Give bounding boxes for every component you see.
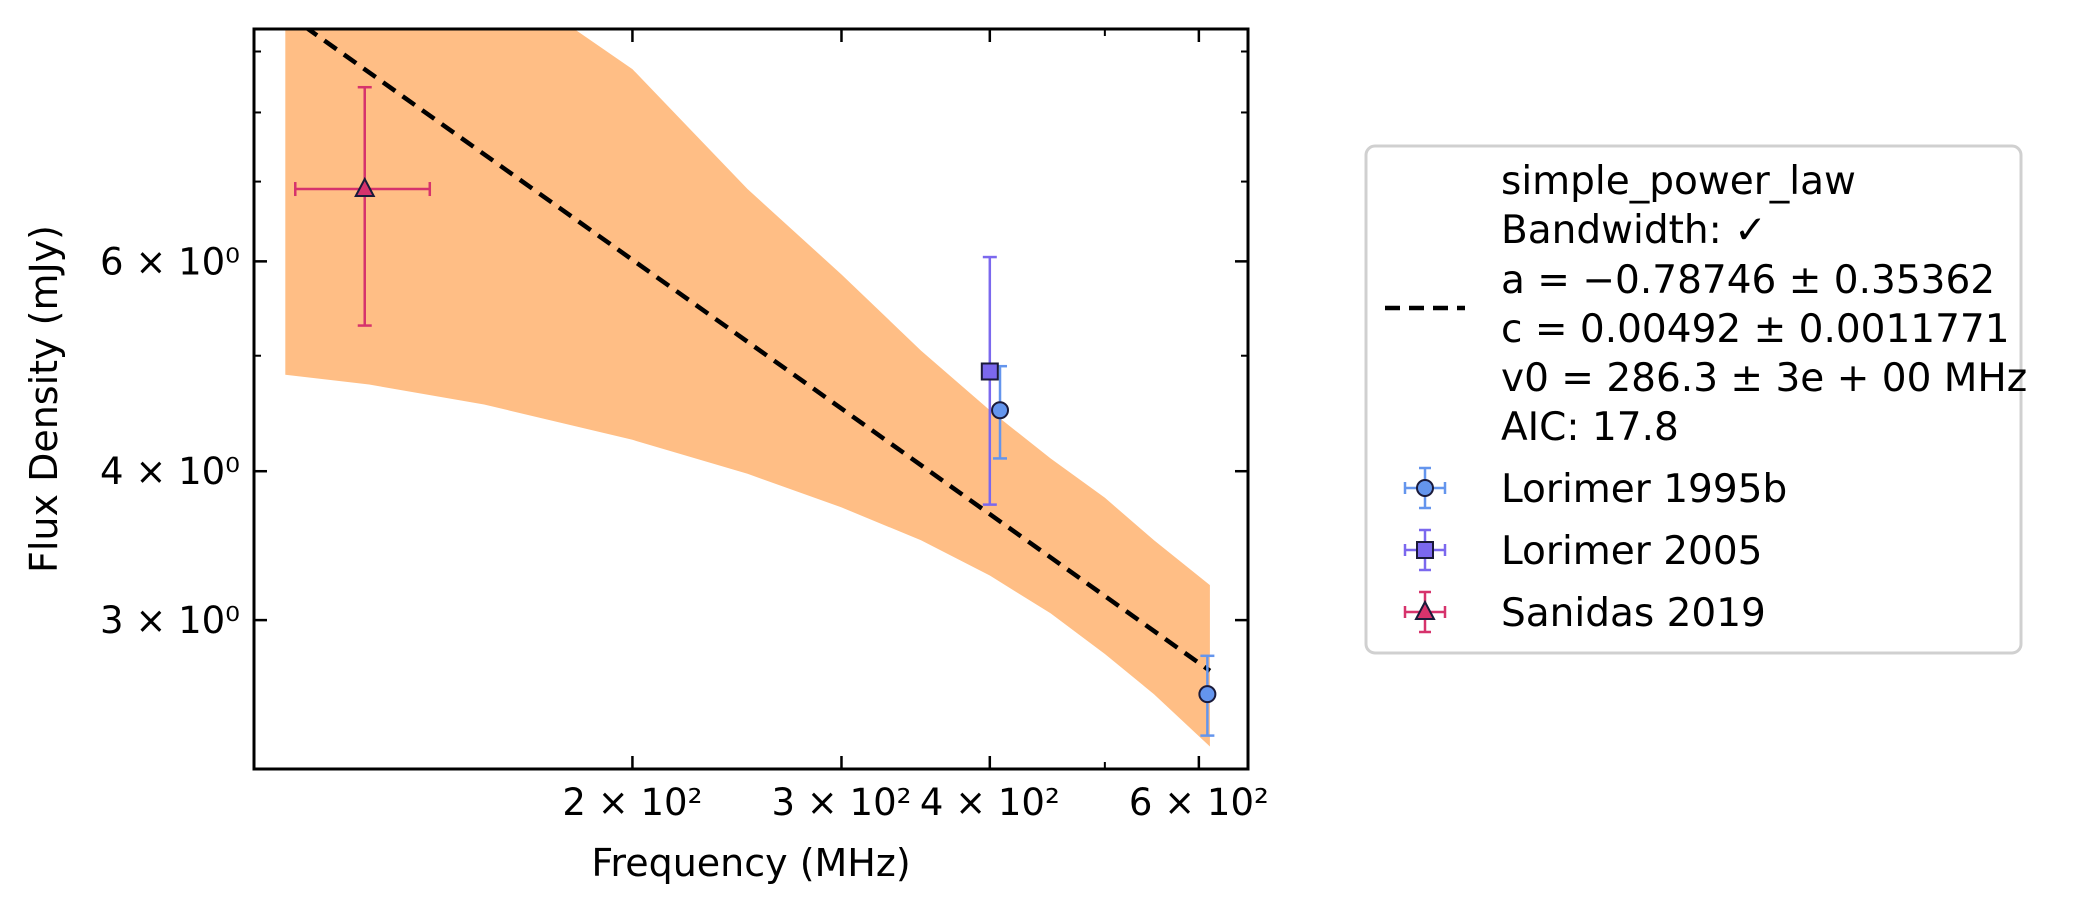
legend-marker xyxy=(1416,479,1434,497)
axis-ticks: 2 × 10² 3 × 10² 4 × 10² 6 × 10² 3 × 10⁰ 4 × 1… xyxy=(100,29,1269,824)
series-group xyxy=(991,364,1217,737)
legend-marker xyxy=(1414,599,1436,620)
data-point xyxy=(980,362,999,381)
x-tick-label: 2 × 10² xyxy=(562,781,702,824)
legend-series-entries: Lorimer 1995b Lorimer 2005 Sanidas 2019 xyxy=(1403,466,1787,636)
y-tick-label: 4 × 10⁰ xyxy=(100,450,240,493)
data-points xyxy=(294,85,1217,737)
fit-uncertainty-band xyxy=(285,29,1210,747)
legend-series-label: Lorimer 1995b xyxy=(1501,467,1787,512)
y-tick-label: 3 × 10⁰ xyxy=(100,599,240,642)
data-point xyxy=(991,401,1010,420)
legend-series-entry: Lorimer 2005 xyxy=(1403,528,1762,574)
legend-param-c: c = 0.00492 ± 0.0011771 xyxy=(1501,307,2010,352)
legend-model-name: simple_power_law xyxy=(1501,159,1856,204)
legend: simple_power_law Bandwidth: ✓ a = −0.787… xyxy=(1364,144,2027,655)
legend-param-a: a = −0.78746 ± 0.35362 xyxy=(1501,258,1995,303)
series-group xyxy=(980,255,999,506)
legend-series-entry: Sanidas 2019 xyxy=(1403,590,1766,636)
legend-aic: AIC: 17.8 xyxy=(1501,405,1679,450)
legend-marker xyxy=(1416,541,1434,559)
legend-series-label: Lorimer 2005 xyxy=(1501,529,1762,574)
data-point xyxy=(354,176,376,198)
y-axis-title: Flux Density (mJy) xyxy=(22,225,66,573)
legend-param-v0: v0 = 286.3 ± 3e + 00 MHz xyxy=(1501,356,2027,401)
x-tick-label: 6 × 10² xyxy=(1129,781,1269,824)
x-axis-title: Frequency (MHz) xyxy=(591,841,910,885)
fit-line xyxy=(304,29,1212,673)
y-tick-label: 6 × 10⁰ xyxy=(100,240,240,283)
legend-bandwidth: Bandwidth: ✓ xyxy=(1501,208,1767,253)
legend-frame xyxy=(1364,144,2023,655)
x-tick-label: 4 × 10² xyxy=(920,781,1060,824)
legend-series-label: Sanidas 2019 xyxy=(1501,591,1766,636)
axes-frame xyxy=(252,27,1250,771)
data-point xyxy=(1198,685,1217,704)
legend-series-entry: Lorimer 1995b xyxy=(1403,466,1787,512)
plot-area xyxy=(285,29,1212,747)
x-tick-label: 3 × 10² xyxy=(771,781,911,824)
series-group xyxy=(294,85,432,327)
